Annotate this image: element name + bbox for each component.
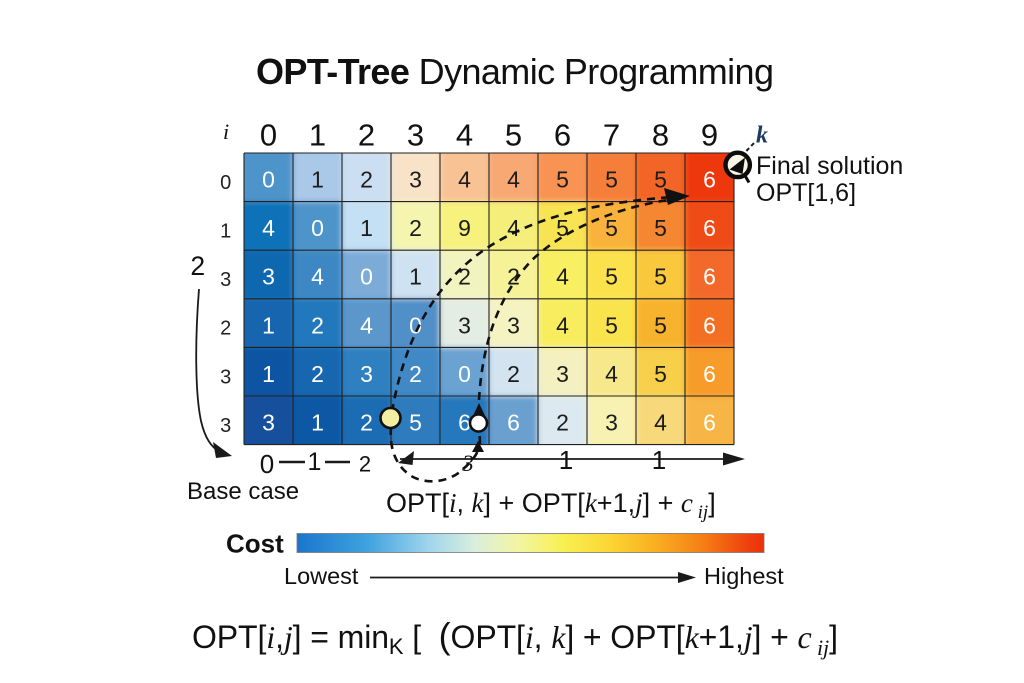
svg-text:0: 0: [260, 449, 274, 479]
svg-text:0: 0: [220, 172, 231, 194]
svg-text:6: 6: [703, 410, 716, 436]
svg-text:4: 4: [556, 312, 569, 338]
svg-text:Base case: Base case: [187, 478, 299, 505]
svg-text:4: 4: [654, 410, 667, 436]
svg-text:5: 5: [605, 167, 618, 193]
svg-text:5: 5: [654, 264, 667, 290]
svg-text:0: 0: [360, 264, 373, 290]
svg-text:5: 5: [605, 312, 618, 338]
svg-text:1: 1: [309, 118, 326, 153]
svg-text:Cost: Cost: [226, 529, 284, 559]
svg-text:2: 2: [220, 318, 231, 340]
svg-text:OPT[i,j] = minK [ (OPT[i, k]: OPT[i,j] = minK [ (OPT[i, k] + OPT[k+1,j…: [192, 615, 838, 660]
svg-text:5: 5: [605, 215, 618, 241]
svg-text:5: 5: [409, 410, 422, 436]
svg-text:5: 5: [654, 167, 667, 193]
svg-text:6: 6: [703, 361, 716, 387]
svg-text:4: 4: [507, 167, 520, 193]
svg-text:6: 6: [554, 118, 571, 153]
svg-text:3: 3: [407, 118, 424, 153]
svg-text:2: 2: [409, 361, 422, 387]
svg-text:4: 4: [556, 264, 569, 290]
svg-text:2: 2: [507, 264, 520, 290]
svg-text:2: 2: [458, 264, 471, 290]
svg-text:8: 8: [652, 118, 669, 153]
svg-text:1: 1: [311, 167, 324, 193]
svg-text:1: 1: [262, 312, 275, 338]
svg-text:1: 1: [308, 448, 322, 476]
svg-text:4: 4: [456, 118, 473, 153]
svg-text:5: 5: [505, 118, 522, 153]
svg-text:2: 2: [311, 312, 324, 338]
svg-text:1: 1: [652, 445, 666, 475]
svg-text:1: 1: [262, 361, 275, 387]
svg-text:OPT[i, k] + OPT[k+1,j] + c ij]: OPT[i, k] + OPT[k+1,j] + c ij]: [386, 488, 716, 523]
svg-text:0: 0: [262, 167, 275, 193]
svg-text:5: 5: [654, 361, 667, 387]
svg-text:3: 3: [220, 415, 231, 437]
svg-text:4: 4: [311, 264, 324, 290]
svg-text:3: 3: [458, 312, 471, 338]
svg-text:5: 5: [556, 215, 569, 241]
svg-text:4: 4: [458, 167, 471, 193]
svg-text:0: 0: [311, 215, 324, 241]
svg-text:9: 9: [701, 118, 718, 153]
svg-text:4: 4: [360, 312, 373, 338]
svg-text:4: 4: [507, 215, 520, 241]
svg-text:3: 3: [507, 312, 520, 338]
svg-text:3: 3: [220, 366, 231, 388]
svg-text:4: 4: [605, 361, 618, 387]
svg-text:3: 3: [556, 361, 569, 387]
svg-text:1: 1: [559, 445, 573, 475]
svg-text:2: 2: [359, 452, 371, 477]
svg-text:k: k: [756, 123, 768, 149]
svg-text:2: 2: [358, 118, 375, 153]
svg-text:6: 6: [507, 410, 520, 436]
svg-text:6: 6: [703, 167, 716, 193]
svg-text:6: 6: [703, 312, 716, 338]
svg-text:Lowest: Lowest: [284, 563, 359, 589]
svg-text:2: 2: [556, 410, 569, 436]
svg-text:Highest: Highest: [704, 563, 784, 589]
svg-text:3: 3: [262, 410, 275, 436]
svg-text:i: i: [223, 119, 229, 144]
svg-text:5: 5: [654, 312, 667, 338]
svg-text:3: 3: [262, 264, 275, 290]
svg-text:9: 9: [458, 215, 471, 241]
svg-text:5: 5: [654, 215, 667, 241]
svg-text:7: 7: [603, 118, 620, 153]
svg-text:1: 1: [360, 215, 373, 241]
svg-text:0: 0: [458, 361, 471, 387]
svg-text:5: 5: [556, 167, 569, 193]
svg-text:2: 2: [409, 215, 422, 241]
svg-text:1: 1: [409, 264, 422, 290]
svg-text:3: 3: [409, 167, 422, 193]
svg-text:2: 2: [360, 167, 373, 193]
svg-text:0: 0: [260, 118, 277, 153]
svg-text:0: 0: [409, 312, 422, 338]
svg-text:5: 5: [605, 264, 618, 290]
svg-text:Final solution: Final solution: [756, 152, 903, 180]
svg-text:1: 1: [311, 410, 324, 436]
svg-text:6: 6: [703, 264, 716, 290]
svg-text:6: 6: [458, 410, 471, 436]
svg-text:6: 6: [703, 215, 716, 241]
svg-text:2: 2: [360, 410, 373, 436]
svg-text:3: 3: [220, 269, 231, 291]
svg-text:2: 2: [190, 251, 205, 281]
svg-text:3: 3: [360, 361, 373, 387]
svg-text:2: 2: [311, 361, 324, 387]
svg-text:2: 2: [507, 361, 520, 387]
svg-text:OPT[1,6]: OPT[1,6]: [756, 179, 856, 207]
svg-text:3: 3: [605, 410, 618, 436]
svg-text:4: 4: [262, 215, 275, 241]
svg-text:1: 1: [220, 221, 231, 243]
